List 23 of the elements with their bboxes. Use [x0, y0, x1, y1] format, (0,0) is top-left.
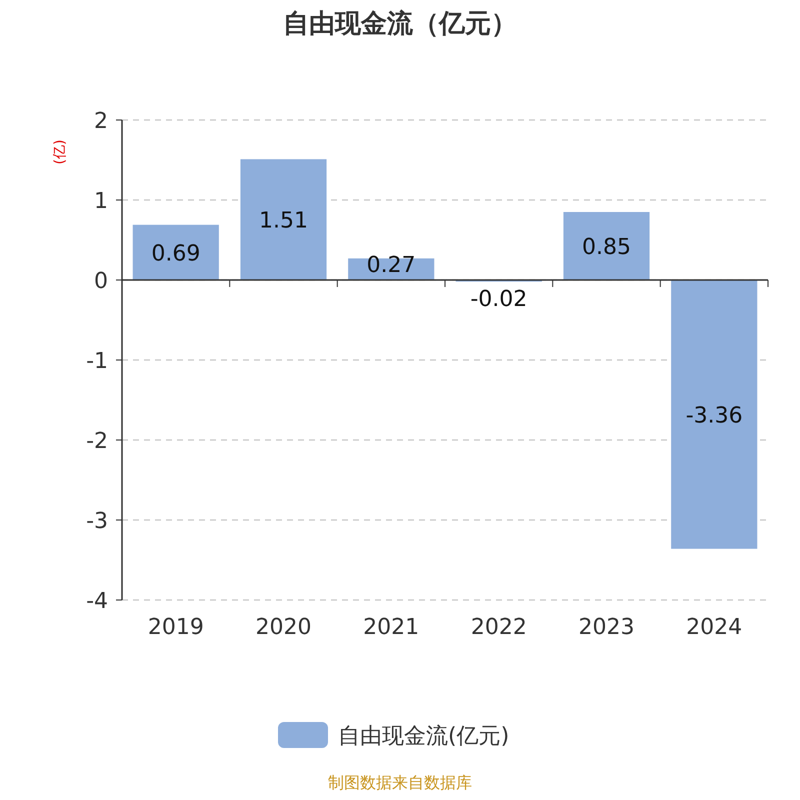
y-tick-label: 2	[94, 109, 108, 134]
chart-title: 自由现金流（亿元）	[283, 9, 517, 39]
y-tick-label: 1	[94, 189, 108, 214]
data-label: 0.69	[151, 241, 200, 266]
x-tick-label: 2020	[256, 615, 312, 640]
legend-label: 自由现金流(亿元)	[338, 724, 510, 749]
y-axis-title: (亿)	[52, 140, 68, 164]
data-label: 0.27	[366, 253, 416, 278]
y-tick-label: -2	[86, 429, 108, 454]
x-tick-label: 2024	[686, 615, 742, 640]
x-tick-label: 2023	[578, 615, 634, 640]
y-tick-label: -3	[86, 509, 108, 534]
data-label: -3.36	[686, 403, 743, 428]
y-tick-label: 0	[94, 269, 108, 294]
x-tick-label: 2022	[470, 615, 527, 640]
text: 制图数据来自数据库	[328, 773, 472, 792]
data-label: 0.85	[582, 235, 631, 260]
data-label: -0.02	[470, 287, 528, 312]
x-tick-label: 2021	[363, 615, 420, 640]
y-tick-label: -1	[86, 349, 108, 374]
y-tick-label: -4	[86, 589, 108, 614]
x-tick-label: 2019	[148, 615, 204, 640]
data-label: 1.51	[259, 208, 308, 234]
